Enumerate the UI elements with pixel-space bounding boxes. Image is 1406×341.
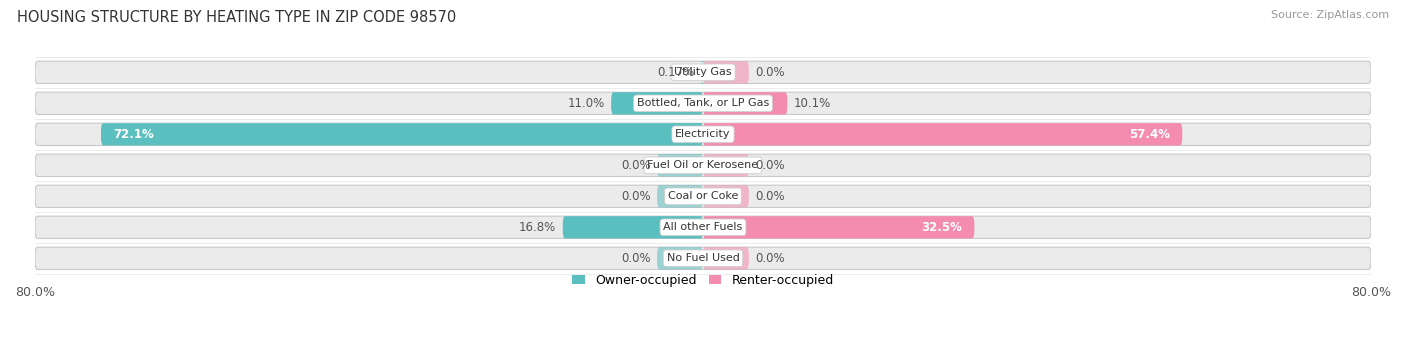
Text: Utility Gas: Utility Gas [675, 67, 731, 77]
Text: All other Fuels: All other Fuels [664, 222, 742, 232]
Text: 57.4%: 57.4% [1129, 128, 1170, 141]
Text: 0.0%: 0.0% [755, 159, 785, 172]
Text: 10.1%: 10.1% [794, 97, 831, 110]
Text: Bottled, Tank, or LP Gas: Bottled, Tank, or LP Gas [637, 98, 769, 108]
FancyBboxPatch shape [700, 61, 704, 84]
Text: 0.17%: 0.17% [658, 66, 695, 79]
FancyBboxPatch shape [657, 154, 703, 177]
Text: 16.8%: 16.8% [519, 221, 555, 234]
FancyBboxPatch shape [562, 216, 703, 238]
FancyBboxPatch shape [35, 61, 1371, 84]
Text: 0.0%: 0.0% [755, 252, 785, 265]
FancyBboxPatch shape [657, 185, 703, 207]
Text: HOUSING STRUCTURE BY HEATING TYPE IN ZIP CODE 98570: HOUSING STRUCTURE BY HEATING TYPE IN ZIP… [17, 10, 456, 25]
Text: No Fuel Used: No Fuel Used [666, 253, 740, 263]
Text: 0.0%: 0.0% [621, 190, 651, 203]
FancyBboxPatch shape [703, 185, 749, 207]
Text: Fuel Oil or Kerosene: Fuel Oil or Kerosene [647, 160, 759, 170]
FancyBboxPatch shape [703, 92, 787, 115]
FancyBboxPatch shape [35, 216, 1371, 238]
FancyBboxPatch shape [703, 247, 749, 269]
FancyBboxPatch shape [35, 185, 1371, 207]
Text: 72.1%: 72.1% [114, 128, 155, 141]
Text: 11.0%: 11.0% [567, 97, 605, 110]
Text: 32.5%: 32.5% [921, 221, 962, 234]
Text: 0.0%: 0.0% [755, 66, 785, 79]
Text: Coal or Coke: Coal or Coke [668, 191, 738, 201]
FancyBboxPatch shape [657, 247, 703, 269]
FancyBboxPatch shape [703, 154, 749, 177]
FancyBboxPatch shape [101, 123, 703, 146]
FancyBboxPatch shape [703, 123, 1182, 146]
FancyBboxPatch shape [35, 154, 1371, 177]
Text: 0.0%: 0.0% [621, 159, 651, 172]
Text: 0.0%: 0.0% [755, 190, 785, 203]
Legend: Owner-occupied, Renter-occupied: Owner-occupied, Renter-occupied [572, 274, 834, 287]
FancyBboxPatch shape [35, 92, 1371, 115]
FancyBboxPatch shape [35, 123, 1371, 146]
FancyBboxPatch shape [35, 247, 1371, 269]
Text: Source: ZipAtlas.com: Source: ZipAtlas.com [1271, 10, 1389, 20]
FancyBboxPatch shape [703, 61, 749, 84]
FancyBboxPatch shape [612, 92, 703, 115]
Text: 0.0%: 0.0% [621, 252, 651, 265]
FancyBboxPatch shape [703, 216, 974, 238]
Text: Electricity: Electricity [675, 129, 731, 139]
